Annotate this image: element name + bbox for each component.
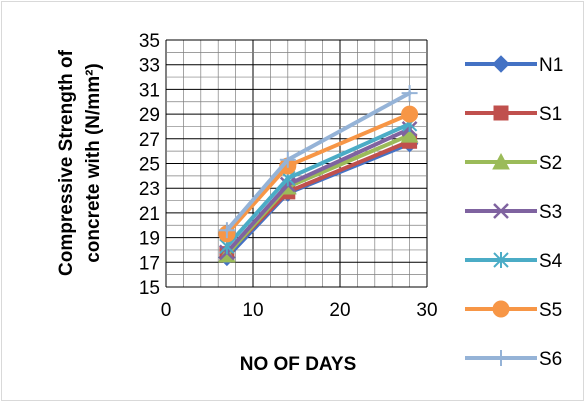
x-tick-label: 30 [416, 300, 437, 321]
data-point-s6 [218, 222, 235, 239]
x-tick-label: 20 [329, 300, 350, 321]
y-tick-label: 19 [139, 229, 160, 250]
legend-marker-s2 [492, 152, 510, 170]
legend: N1 S1 S2 S3 S4 S5 S6 [465, 55, 563, 370]
y-axis-title-line-2: concrete with (N/mm²) [83, 63, 104, 263]
legend-item-s4: S4 [465, 251, 563, 272]
legend-label-s5: S5 [539, 300, 562, 321]
y-tick-label: 17 [139, 253, 160, 274]
x-axis-title: NO OF DAYS [240, 354, 357, 375]
legend-item-s3: S3 [465, 202, 562, 223]
legend-marker-s5 [492, 300, 510, 318]
y-axis-title-line-1: Compressive Strength of [56, 49, 77, 276]
x-axis-ticks: 0 10 20 30 [161, 300, 438, 321]
x-tick-label: 10 [242, 300, 263, 321]
y-tick-label: 15 [139, 278, 160, 299]
legend-label-s3: S3 [539, 202, 562, 223]
data-point-s5 [401, 105, 419, 123]
x-tick-label: 0 [161, 300, 172, 321]
legend-item-s5: S5 [465, 300, 562, 321]
data-point-s6 [279, 151, 296, 168]
y-tick-label: 23 [139, 179, 160, 200]
y-tick-label: 29 [139, 105, 160, 126]
y-tick-label: 25 [139, 155, 160, 176]
data-point-s6 [401, 85, 418, 102]
y-axis-title: Compressive Strength of concrete with (N… [56, 49, 104, 276]
legend-marker-s4 [493, 252, 509, 268]
legend-item-s6: S6 [465, 349, 562, 370]
series-layer [218, 85, 419, 267]
series-s2 [218, 126, 419, 263]
legend-label-s1: S1 [539, 104, 562, 125]
y-tick-label: 27 [139, 130, 160, 151]
legend-marker-s1 [493, 105, 509, 121]
y-axis-ticks: 15 17 19 21 23 25 27 29 31 33 35 [139, 31, 160, 299]
y-tick-label: 21 [139, 204, 160, 225]
series-s6 [218, 85, 418, 239]
legend-label-n1: N1 [539, 55, 563, 76]
legend-marker-s6 [493, 350, 509, 366]
legend-marker-n1 [492, 55, 510, 73]
legend-label-s4: S4 [539, 251, 563, 272]
y-tick-label: 35 [139, 31, 160, 52]
legend-item-s1: S1 [465, 104, 562, 125]
legend-label-s6: S6 [539, 349, 562, 370]
y-tick-label: 31 [139, 80, 160, 101]
legend-marker-s3 [493, 203, 509, 219]
legend-item-s2: S2 [465, 152, 562, 174]
legend-item-n1: N1 [465, 55, 563, 76]
y-tick-label: 33 [139, 56, 160, 77]
legend-label-s2: S2 [539, 153, 562, 174]
